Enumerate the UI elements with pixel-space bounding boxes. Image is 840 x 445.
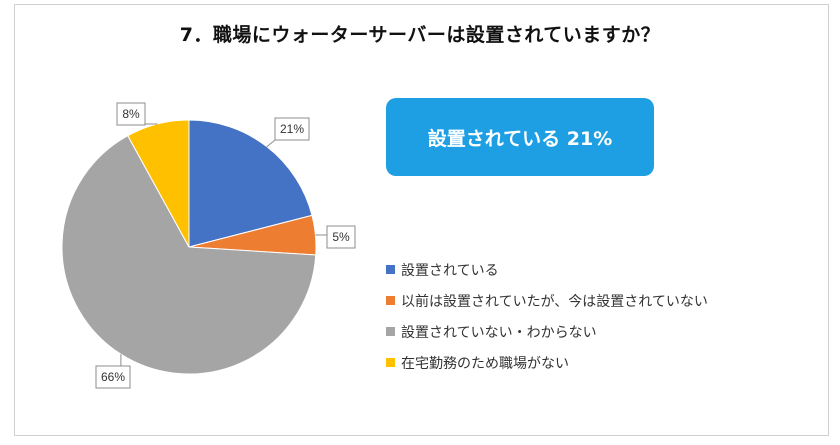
legend-label: 在宅勤務のため職場がない [401,355,569,372]
legend: 設置されている 以前は設置されていたが、今は設置されていない 設置されていない・… [386,254,708,378]
pie-slice [127,119,190,248]
legend-swatch [386,358,395,367]
chart-title: 7．職場にウォーターサーバーは設置されていますか？ [179,24,661,46]
legend-swatch [386,296,395,305]
data-label-box [116,102,146,126]
legend-swatch [386,327,395,336]
pie-slice [61,135,317,375]
data-label: 5% [332,230,350,244]
legend-item: 以前は設置されていたが、今は設置されていない [386,285,708,316]
leader-line [266,139,276,148]
legend-label: 以前は設置されていたが、今は設置されていない [401,293,708,310]
legend-label: 設置されている [401,262,499,279]
data-label: 66% [101,370,125,384]
legend-item: 設置されている [386,254,708,285]
legend-swatch [386,265,395,274]
legend-label: 設置されていない・わからない [401,324,597,341]
data-label: 21% [280,122,304,136]
callout-text: 設置されている 21% [427,127,613,150]
callout-bubble [386,98,654,176]
data-label: 8% [122,107,140,121]
legend-item: 在宅勤務のため職場がない [386,347,708,378]
legend-item: 設置されていない・わからない [386,316,708,347]
data-label-box [274,117,310,141]
data-label-box [95,365,131,389]
data-label-box [326,225,356,249]
